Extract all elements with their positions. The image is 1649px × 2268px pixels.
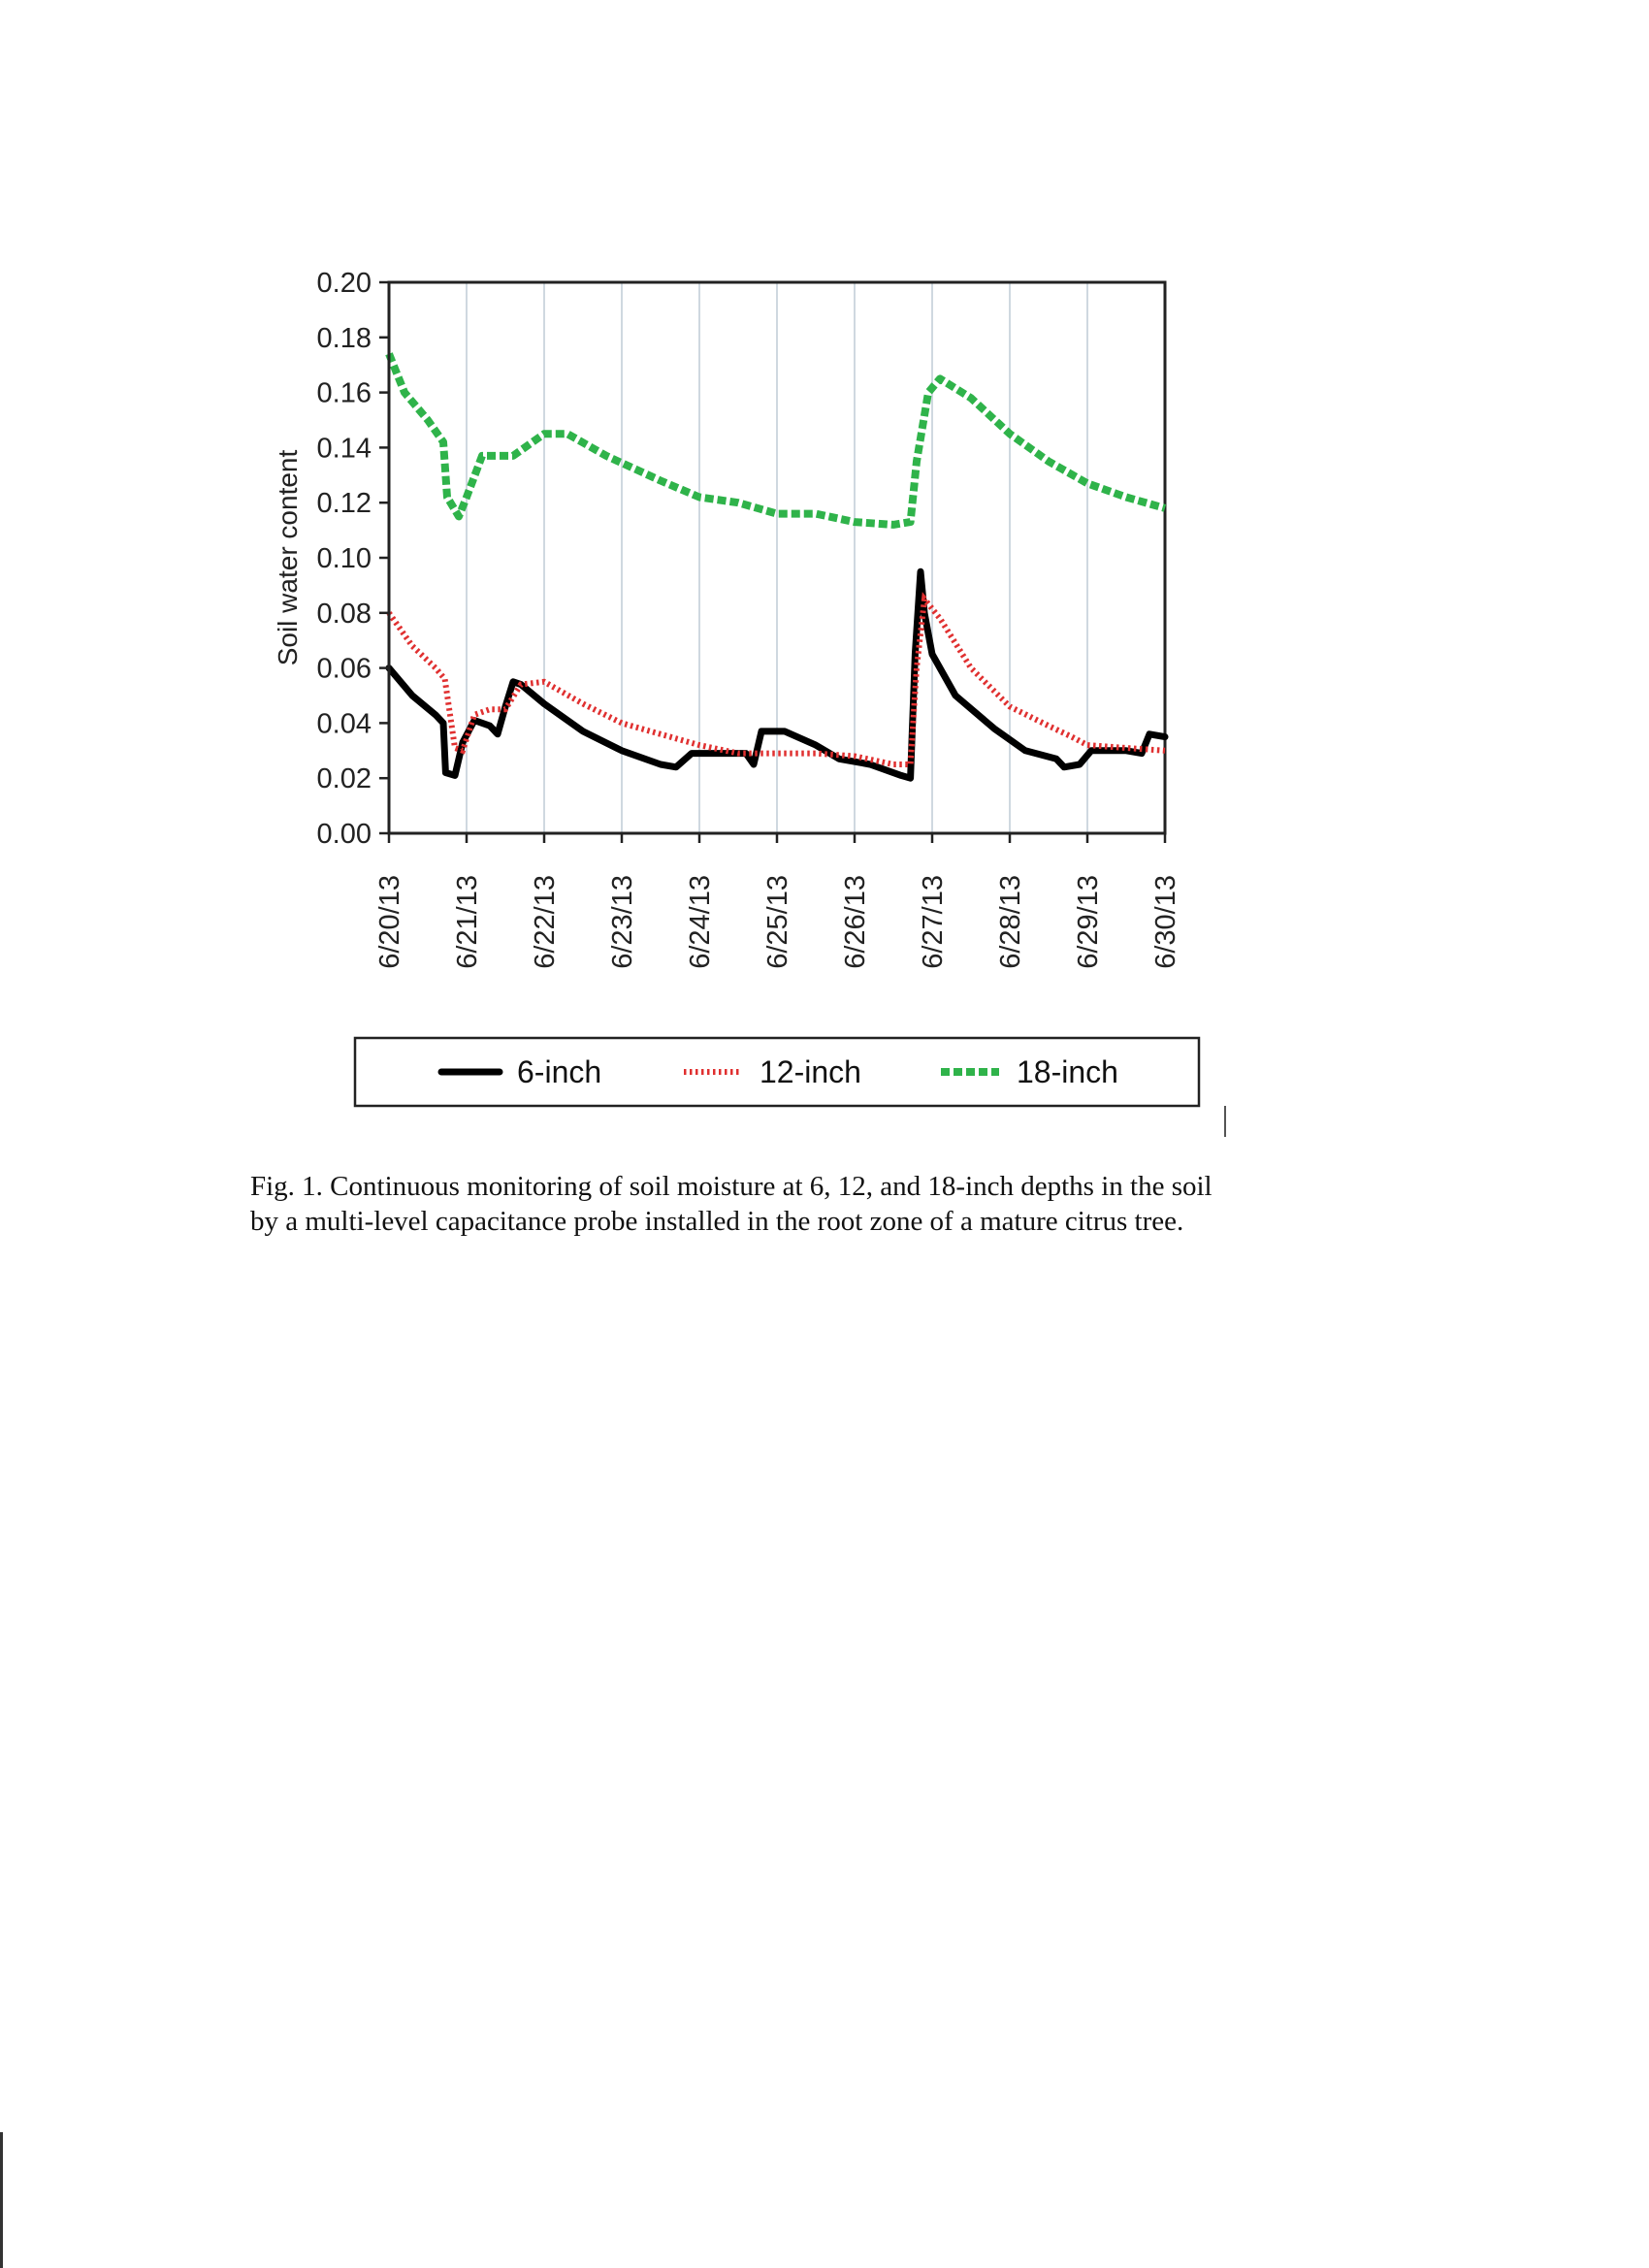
series-lines [385,352,1169,782]
y-tick-label: 0.20 [317,268,372,299]
x-tick-label: 6/25/13 [762,875,793,969]
x-tick-label: 6/22/13 [530,875,561,969]
scan-artifact-edge [0,2132,3,2268]
y-axis-ticks: 0.00 0.02 0.04 0.06 0.08 0.10 0.12 0.14 0.16 0.18… [317,268,389,850]
x-axis-ticks: 6/20/13 6/21/13 6/22/13 6/23/13 6/24/13 6/25/… [374,833,1181,969]
x-tick-label: 6/24/13 [685,875,716,969]
y-tick-label: 0.06 [317,654,372,685]
vertical-gridlines [466,282,1088,833]
x-tick-label: 6/21/13 [452,875,483,969]
x-tick-label: 6/27/13 [918,875,949,969]
x-tick-label: 6/26/13 [840,875,871,969]
y-axis-title: Soil water content [273,450,303,666]
x-tick-label: 6/20/13 [374,875,405,969]
y-tick-label: 0.14 [317,433,372,464]
y-tick-label: 0.08 [317,599,372,630]
series-line-12-inch [386,592,1166,767]
y-tick-label: 0.18 [317,323,372,354]
legend-label-12-inch: 12-inch [760,1054,861,1089]
x-tick-label: 6/28/13 [995,875,1026,969]
x-tick-label: 6/23/13 [607,875,638,969]
soil-moisture-chart: 0.00 0.02 0.04 0.06 0.08 0.10 0.12 0.14 0.16 0.18… [273,268,1201,1108]
y-tick-label: 0.04 [317,708,372,739]
y-tick-label: 0.10 [317,543,372,574]
figure-caption: Fig. 1. Continuous monitoring of soil mo… [250,1171,1212,1237]
y-tick-label: 0.00 [317,819,372,850]
y-tick-label: 0.12 [317,488,372,519]
series-line-18-inch [385,352,1167,529]
x-tick-label: 6/29/13 [1073,875,1104,969]
legend: 6-inch 12-inch 18-inch [353,1036,1201,1108]
legend-label-6-inch: 6-inch [517,1054,601,1089]
x-tick-label: 6/30/13 [1150,875,1181,969]
y-tick-label: 0.16 [317,378,372,409]
legend-label-18-inch: 18-inch [1017,1054,1118,1089]
series-line-6-inch [385,567,1169,782]
y-tick-label: 0.02 [317,763,372,794]
scan-artifact-mark [1224,1106,1226,1137]
